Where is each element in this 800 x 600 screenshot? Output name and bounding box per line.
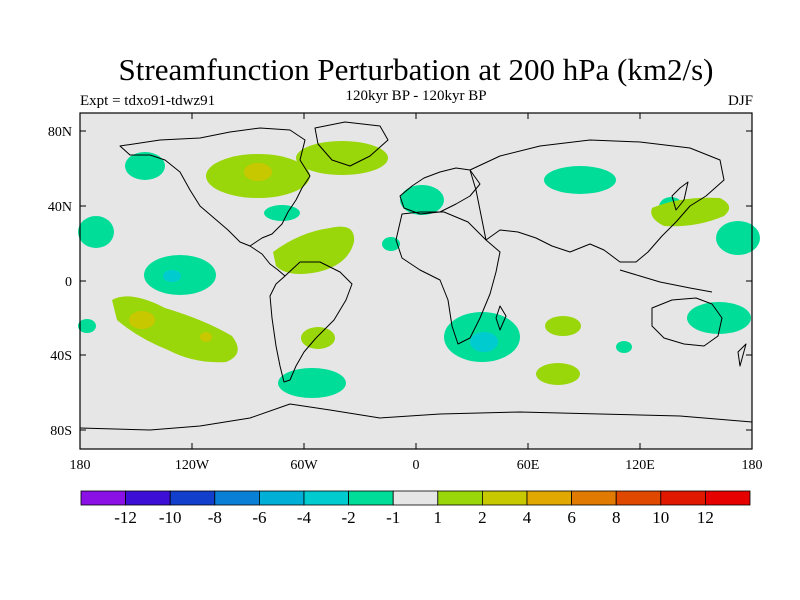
coastline-japan xyxy=(671,181,689,211)
map-ticks xyxy=(79,113,753,449)
colorbar-label: 2 xyxy=(478,508,487,527)
anomaly-region xyxy=(163,270,181,282)
colorbar-swatch xyxy=(214,490,260,506)
colorbar-swatch xyxy=(571,490,617,506)
anomaly-region xyxy=(616,341,632,353)
coastline-new-zealand xyxy=(737,343,747,367)
page-title: Streamfunction Perturbation at 200 hPa (… xyxy=(118,52,714,87)
anomaly-region xyxy=(536,363,580,385)
lon-tick-label: 120W xyxy=(175,458,210,473)
colorbar-label: 10 xyxy=(652,508,669,527)
anomaly-region xyxy=(78,319,96,333)
anomaly-region xyxy=(129,311,155,329)
colorbar-swatch xyxy=(258,490,305,506)
latitude-labels: 80N 40N 0 40S 80S xyxy=(48,125,72,439)
colorbar-label: -6 xyxy=(252,508,266,527)
colorbar-swatch xyxy=(348,490,394,506)
lat-tick-label: 40S xyxy=(50,349,72,364)
anomaly-region xyxy=(382,237,400,251)
colorbar-label: -12 xyxy=(114,508,137,527)
coastline-antarctica xyxy=(79,403,753,431)
anomaly-region xyxy=(264,205,300,221)
anomaly-region xyxy=(273,226,355,274)
anomaly-region xyxy=(244,163,272,181)
coastline-asia xyxy=(469,139,725,263)
lat-tick-label: 40N xyxy=(48,200,72,215)
anomaly-region xyxy=(296,141,388,175)
season-label: DJF xyxy=(727,93,753,109)
anomaly-region xyxy=(544,166,616,194)
coastline-greenland xyxy=(314,121,389,167)
colorbar-label: 8 xyxy=(612,508,621,527)
coastline-central-america xyxy=(249,245,286,277)
colorbar-label: 1 xyxy=(434,508,443,527)
coastline-madagascar xyxy=(495,305,507,331)
colorbar-swatch xyxy=(481,490,528,506)
colorbar-label: -4 xyxy=(297,508,312,527)
anomaly-region xyxy=(278,368,346,398)
lon-tick-label: 120E xyxy=(625,458,655,473)
colorbar-swatch xyxy=(125,490,171,506)
coastlines xyxy=(79,121,753,431)
lat-tick-label: 80S xyxy=(50,424,72,439)
colorbar-swatch xyxy=(303,490,349,506)
coastline-europe xyxy=(399,167,481,215)
coastline-africa xyxy=(395,211,501,345)
colorbar-label: -10 xyxy=(159,508,182,527)
lon-tick-label: 60W xyxy=(290,458,318,473)
anomaly-region xyxy=(400,185,444,215)
colorbar-swatch xyxy=(392,490,439,506)
colorbar-labels: -12 -10 -8 -6 -4 -2 -1 1 2 4 6 8 10 12 xyxy=(114,508,714,527)
lon-tick-label: 180 xyxy=(70,458,91,473)
colorbar-label: -2 xyxy=(342,508,356,527)
colorbar-swatch xyxy=(437,490,483,506)
lon-tick-label: 180 xyxy=(742,458,763,473)
colorbar-label: -1 xyxy=(386,508,400,527)
colorbar-label: 12 xyxy=(697,508,714,527)
anomaly-region xyxy=(125,152,165,180)
lon-tick-label: 0 xyxy=(413,458,420,473)
experiment-label: Expt = tdxo91-tdwz91 xyxy=(80,93,216,109)
coastline-maritime-asia xyxy=(619,269,713,293)
colorbar-swatch xyxy=(615,490,662,506)
colorbar-label: 4 xyxy=(523,508,532,527)
colorbar-label: 6 xyxy=(567,508,576,527)
longitude-labels: 180 120W 60W 0 60E 120E 180 xyxy=(70,458,763,473)
coastline-north-america xyxy=(119,127,311,247)
colorbar-swatch xyxy=(526,490,572,506)
colorbar-swatch xyxy=(705,490,751,506)
anomaly-region xyxy=(716,221,760,255)
coastline-south-america xyxy=(269,261,353,383)
coastline-australia xyxy=(651,297,723,347)
anomaly-fields xyxy=(78,141,760,398)
anomaly-region xyxy=(687,302,751,334)
anomaly-region xyxy=(470,332,498,352)
lat-tick-label: 80N xyxy=(48,125,72,140)
map-subtitle: 120kyr BP - 120kyr BP xyxy=(345,88,487,104)
anomaly-region xyxy=(545,316,581,336)
anomaly-region xyxy=(301,327,335,349)
anomaly-region xyxy=(78,216,114,248)
colorbar-swatch xyxy=(660,490,706,506)
colorbar-swatch xyxy=(80,490,126,506)
lon-tick-label: 60E xyxy=(517,458,540,473)
anomaly-region xyxy=(200,332,212,342)
colorbar-label: -8 xyxy=(208,508,222,527)
colorbar xyxy=(80,490,751,506)
lat-tick-label: 0 xyxy=(65,275,72,290)
colorbar-swatch xyxy=(169,490,216,506)
anomaly-region xyxy=(651,197,730,227)
